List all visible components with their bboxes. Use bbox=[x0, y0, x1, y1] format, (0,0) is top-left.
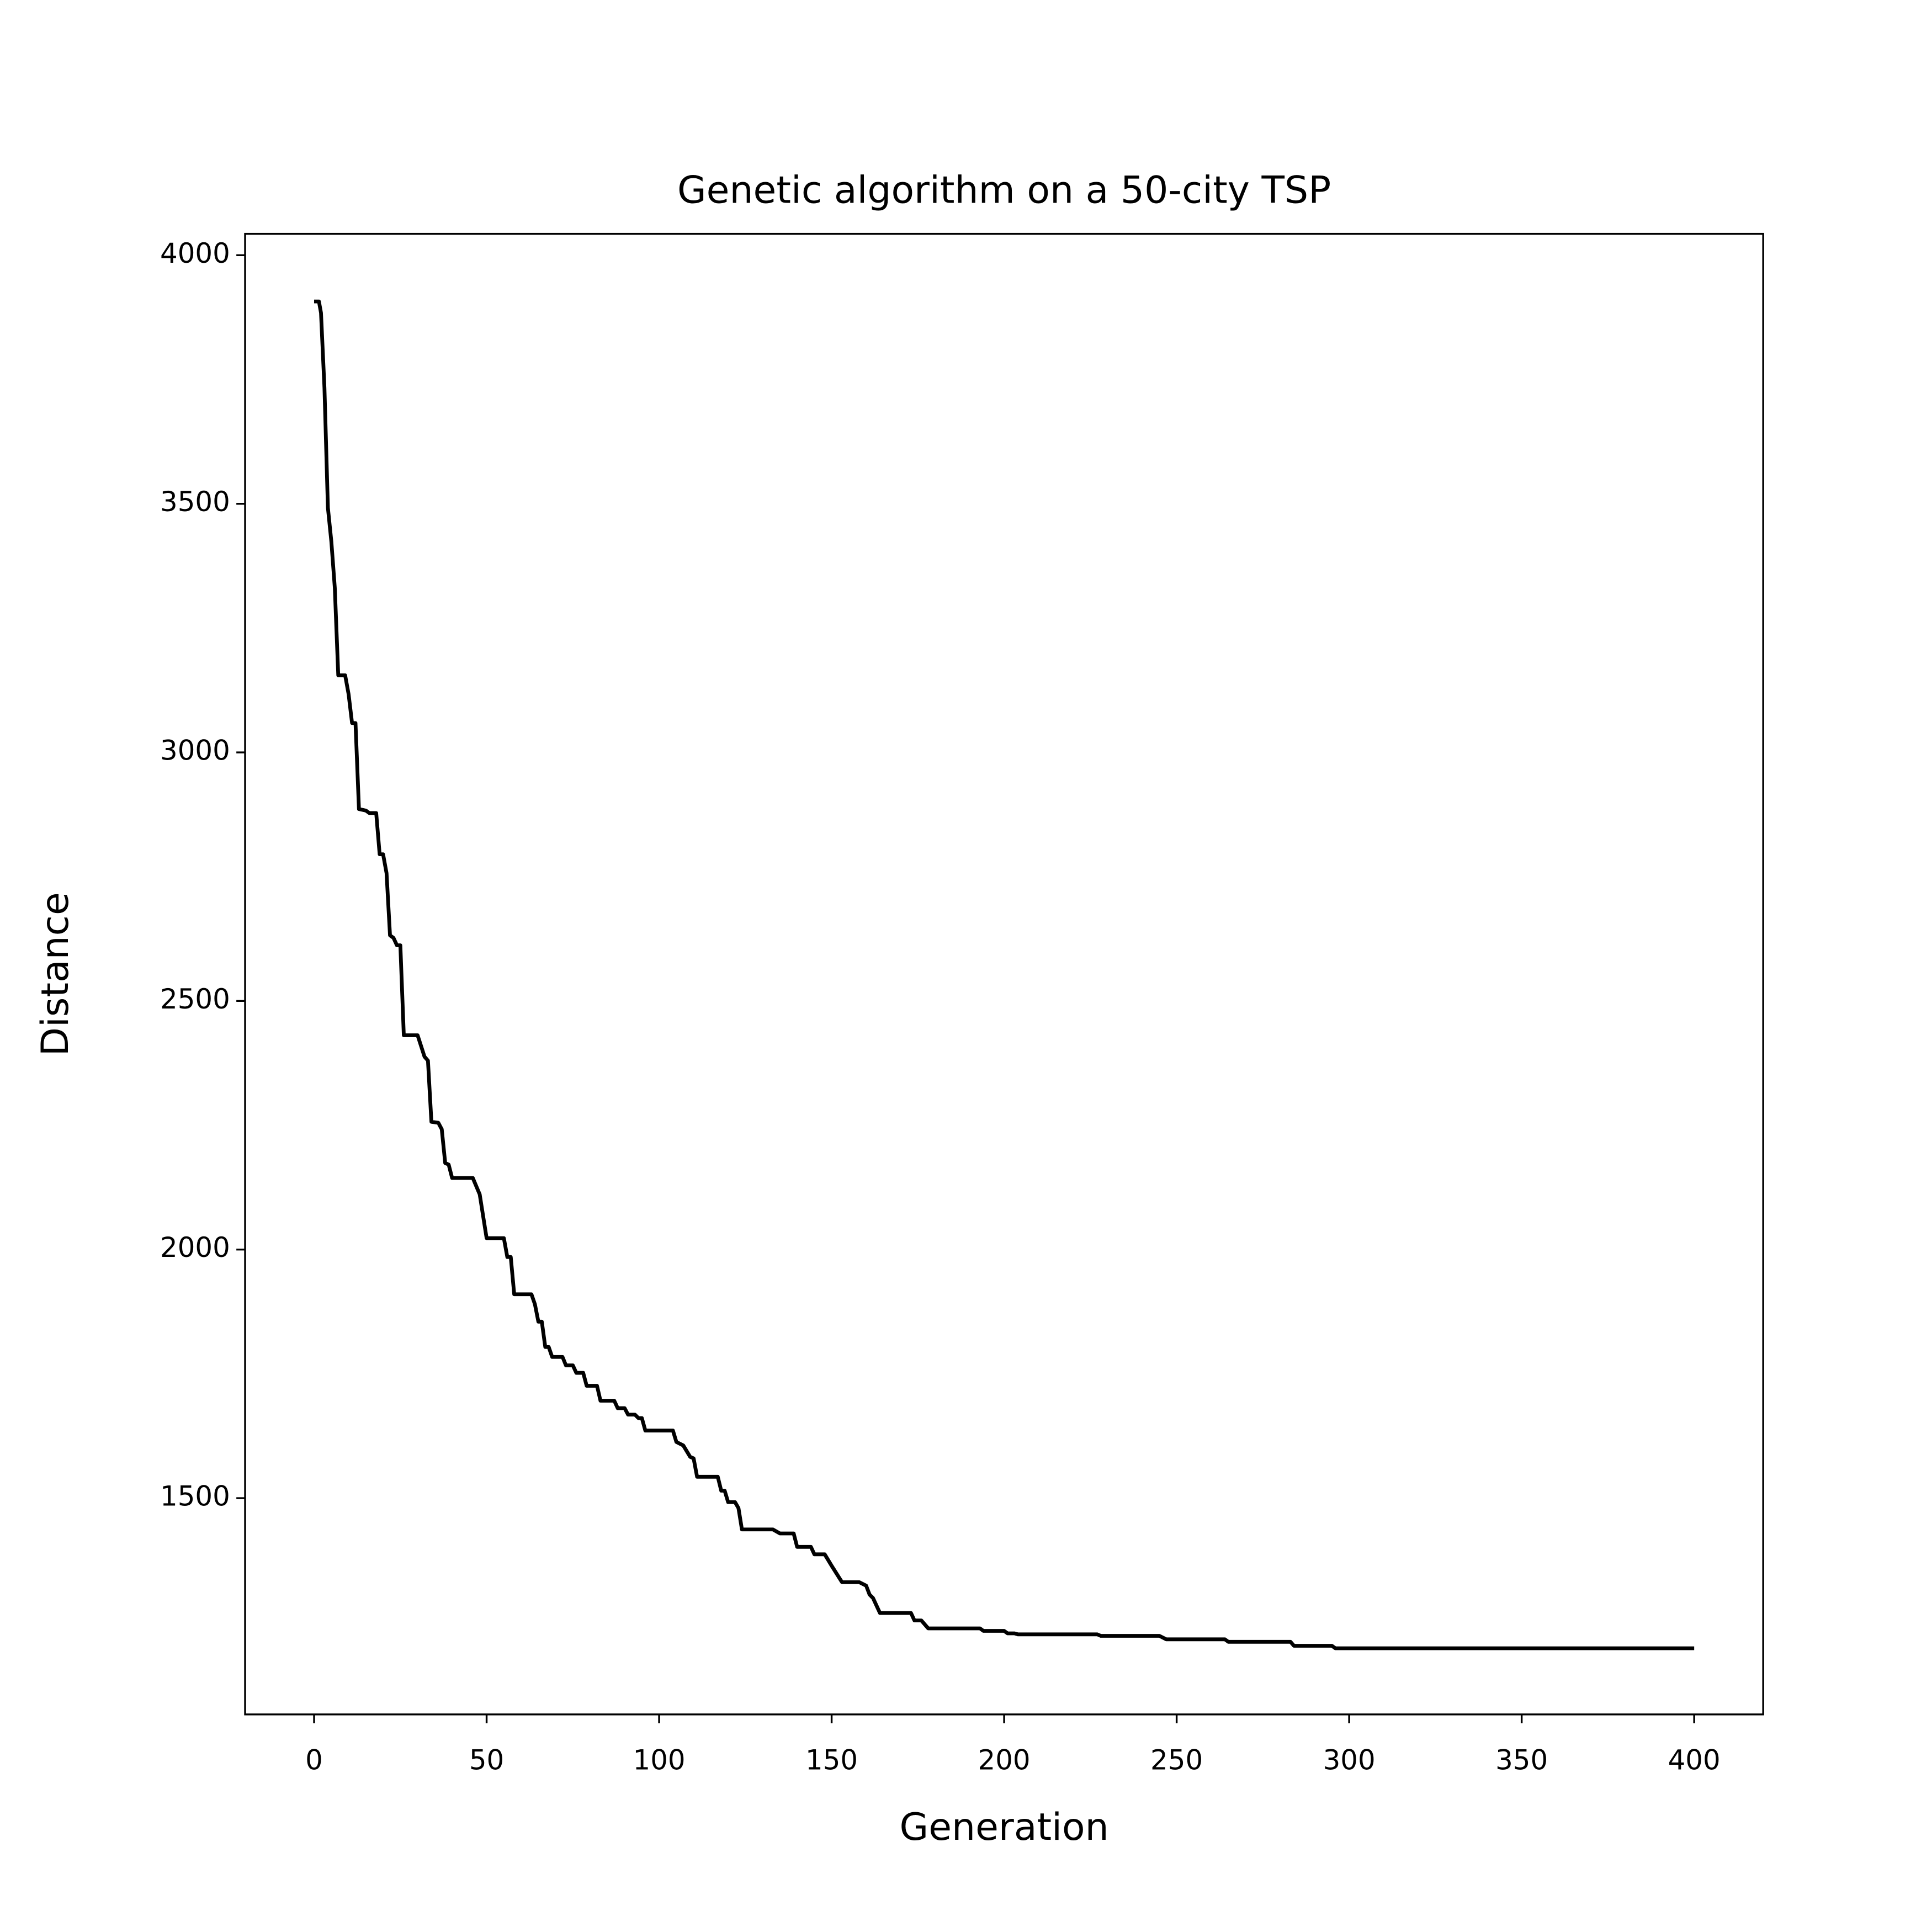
x-tick-label: 150 bbox=[805, 1744, 858, 1776]
x-tick-label: 300 bbox=[1323, 1744, 1376, 1776]
x-tick-label: 0 bbox=[305, 1744, 323, 1776]
x-axis-label: Generation bbox=[900, 1806, 1109, 1849]
y-tick-label: 2500 bbox=[160, 983, 230, 1015]
y-tick-label: 1500 bbox=[160, 1480, 230, 1512]
chart-title: Genetic algorithm on a 50-city TSP bbox=[677, 168, 1331, 212]
data-line bbox=[314, 299, 1695, 1650]
y-axis-label: Distance bbox=[34, 892, 77, 1056]
y-tick-label: 3500 bbox=[160, 486, 230, 518]
y-tick-label: 2000 bbox=[160, 1232, 230, 1264]
x-tick-label: 100 bbox=[633, 1744, 686, 1776]
y-tick-label: 4000 bbox=[160, 237, 230, 269]
x-tick-label: 400 bbox=[1668, 1744, 1721, 1776]
y-tick-label: 3000 bbox=[160, 735, 230, 767]
x-tick-label: 350 bbox=[1495, 1744, 1548, 1776]
x-tick-label: 200 bbox=[978, 1744, 1031, 1776]
plot-frame bbox=[244, 232, 1764, 1716]
x-tick-label: 250 bbox=[1150, 1744, 1203, 1776]
x-tick-label: 50 bbox=[469, 1744, 504, 1776]
